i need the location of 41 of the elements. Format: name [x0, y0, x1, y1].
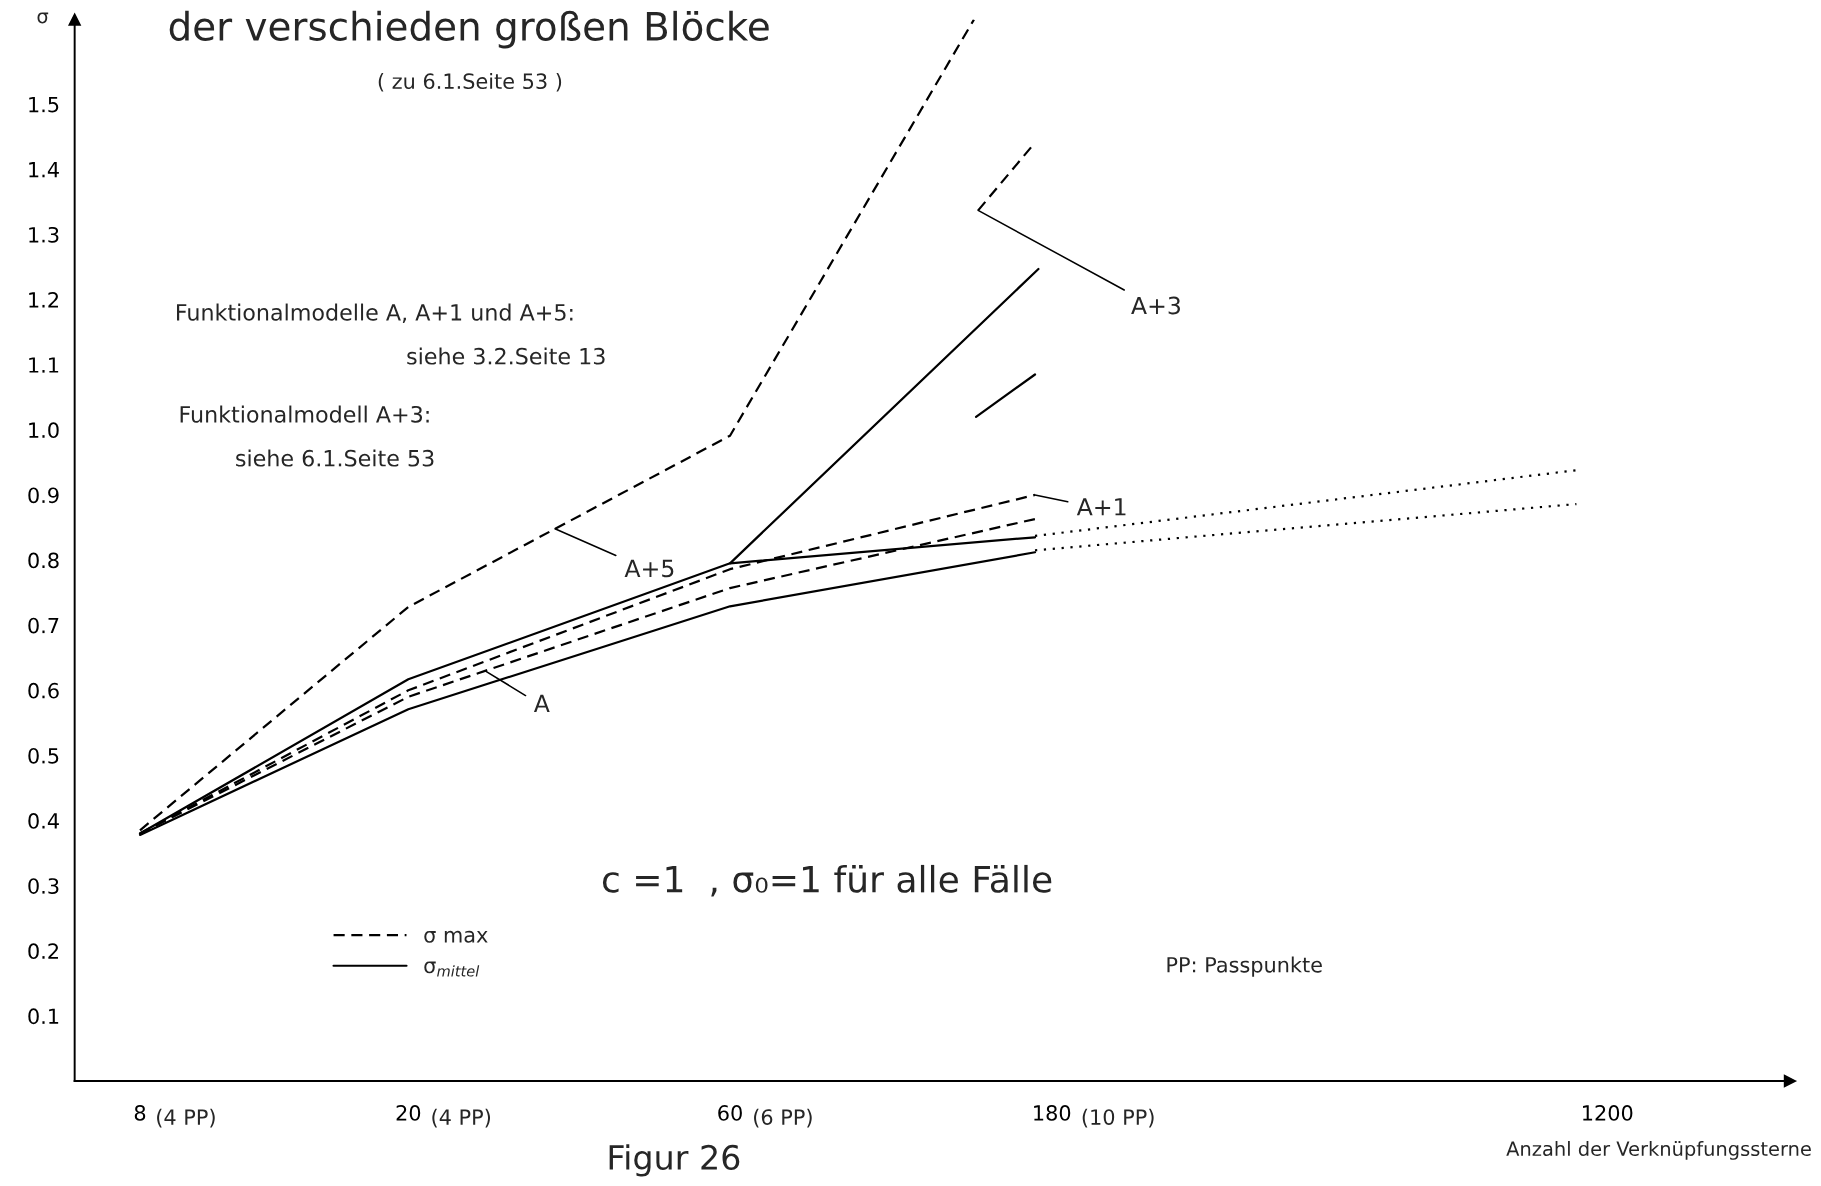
y-tick-label: 0.7 [28, 617, 59, 634]
y-tick-label: 0.4 [28, 813, 59, 829]
y-tick-label: 0.6 [28, 682, 59, 699]
x-axis-title: Anzahl der Verknüpfungssterne [1506, 1141, 1811, 1160]
text: (6 PP) [754, 1108, 812, 1128]
y-tick-label: 1.5 [29, 96, 59, 113]
x-tick-label: 8 [134, 1105, 146, 1121]
annotation: c =1 , σ₀=1 für alle Fälle [602, 864, 1052, 897]
y-tick-label: 0.9 [28, 487, 59, 504]
annotation: A+5 [624, 559, 674, 578]
annotation: Funktionalmodelle A, A+1 und A+5: [177, 303, 573, 324]
y-tick-label: 0.3 [28, 878, 59, 894]
x-tick-label: 180 [1034, 1105, 1071, 1121]
annotation: A [533, 694, 550, 713]
y-tick-label: 0.5 [28, 747, 59, 764]
y-tick-label: 1.3 [29, 226, 59, 243]
y-tick-label: 1.1 [29, 357, 59, 373]
text: (4 PP) [432, 1108, 491, 1128]
annotation: siehe 3.2.Seite 13 [407, 347, 605, 365]
chart-title: der verschieden großen Blöcke [169, 10, 769, 49]
annotation: A+3 [1131, 296, 1180, 315]
x-tick-label: 20 [396, 1105, 421, 1121]
text: ( zu 6.1.Seite 53 ) [378, 72, 562, 92]
annotation: A+1 [1076, 498, 1126, 516]
y-tick-label: 1.2 [29, 292, 58, 308]
y-axis-title: σ [37, 12, 49, 24]
text: (10 PP) [1082, 1108, 1154, 1128]
legend-label: σ$_{mittel}$ [424, 961, 480, 977]
y-tick-label: 1.0 [29, 422, 59, 439]
legend-label: σ max [424, 930, 488, 943]
x-tick-label: 1200 [1583, 1105, 1633, 1121]
annotation: siehe 6.1.Seite 53 [236, 449, 434, 467]
y-tick-label: 0.2 [28, 943, 58, 960]
text: (4 PP) [157, 1108, 215, 1128]
annotation: PP: Passpunkte [1167, 956, 1322, 977]
text: Figur 26 [609, 1144, 740, 1177]
y-tick-label: 1.4 [29, 162, 59, 178]
annotation: Funktionalmodell A+3: [180, 405, 429, 423]
y-tick-label: 0.1 [28, 1008, 59, 1025]
y-tick-label: 0.8 [28, 552, 59, 569]
x-tick-label: 60 [718, 1105, 742, 1121]
